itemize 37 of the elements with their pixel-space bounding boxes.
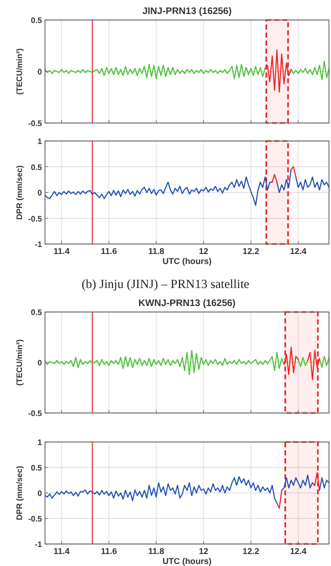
y-tick-label: -0.5 xyxy=(28,409,43,418)
x-tick-label: 11.8 xyxy=(148,546,165,556)
x-tick-label: 12.4 xyxy=(290,246,307,256)
y-axis-title: (TECU/min²) xyxy=(15,48,24,95)
x-tick-label: 11.4 xyxy=(54,546,70,556)
x-tick-label: 11.6 xyxy=(100,246,118,256)
y-axis-title: DPR (mm/sec) xyxy=(15,466,24,520)
y-tick-label: -1 xyxy=(34,540,43,549)
y-tick-label: 1 xyxy=(38,438,43,447)
y-tick-label: 1 xyxy=(38,137,43,146)
x-tick-label: 12 xyxy=(198,246,209,256)
x-tick-label: 11.6 xyxy=(100,546,118,556)
y-tick-label: 0.5 xyxy=(30,16,43,25)
text: (b) Jinju (JINJ) – PRN13 satellite xyxy=(82,277,250,291)
y-tick-label: 0.5 xyxy=(30,464,43,472)
x-tick-label: 12.2 xyxy=(242,246,260,256)
y-tick-label: -0.5 xyxy=(28,119,43,128)
y-tick-label: 0 xyxy=(38,358,43,368)
chart-title: JINJ-PRN13 (16256) xyxy=(142,6,232,17)
y-axis-title: (TECU/min²) xyxy=(15,339,24,386)
x-tick-label: 11.4 xyxy=(54,246,70,256)
y-tick-label: 0 xyxy=(38,68,43,76)
chart-title: KWNJ-PRN13 (16256) xyxy=(138,298,236,309)
x-tick-label: 11.8 xyxy=(148,246,165,256)
y-axis-title: DPR (mm/sec) xyxy=(15,165,24,220)
x-axis-title: UTC (hours) xyxy=(162,256,212,266)
x-tick-label: 12 xyxy=(198,546,209,556)
x-tick-label: 12.4 xyxy=(290,546,307,556)
y-tick-label: 0.5 xyxy=(30,308,43,317)
y-tick-label: -0.5 xyxy=(28,214,43,224)
x-tick-label: 12.2 xyxy=(242,546,260,556)
x-axis-title: UTC (hours) xyxy=(162,556,212,566)
y-tick-label: 0 xyxy=(38,188,43,198)
y-tick-label: 0 xyxy=(38,489,43,498)
y-tick-label: -0.5 xyxy=(28,514,43,524)
y-tick-label: -1 xyxy=(34,240,43,249)
y-tick-label: 0.5 xyxy=(30,162,43,172)
